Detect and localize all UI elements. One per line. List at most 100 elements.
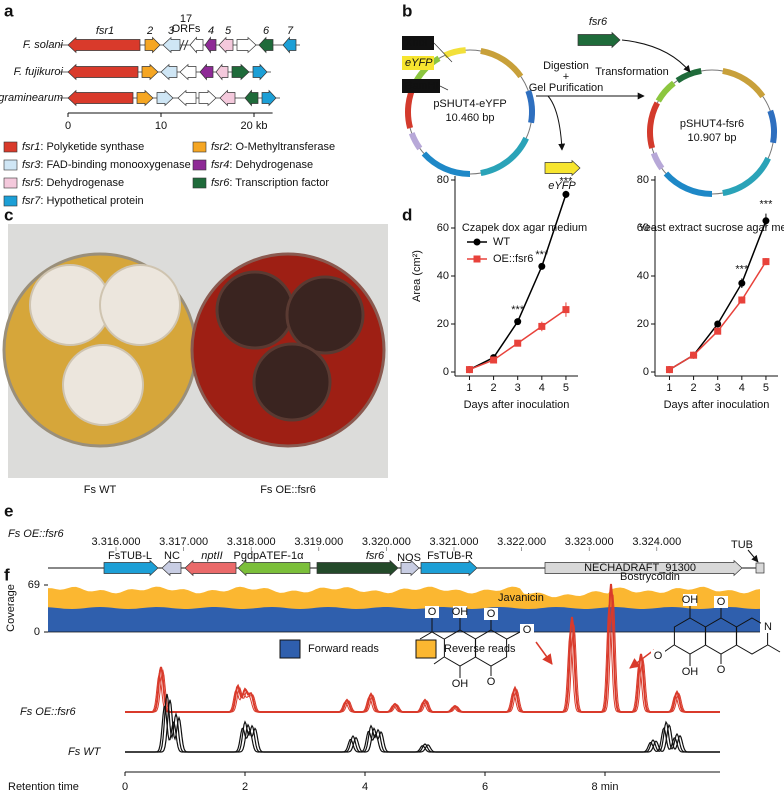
gene-arrow <box>577 31 621 49</box>
forward-coverage <box>48 607 760 632</box>
legend-desc: : Dehydrogenase <box>229 159 313 171</box>
gene-label: 7 <box>287 25 294 37</box>
x-tick-label: 5 <box>563 382 569 394</box>
feature-label: FsTUB-R <box>427 550 473 562</box>
gene-arrow <box>136 89 154 107</box>
atom-bg <box>453 678 467 690</box>
trace-label: Fs WT <box>68 746 102 758</box>
legend-label: fsr7: Hypothetical protein <box>22 195 144 207</box>
plasmid-feature <box>443 47 466 59</box>
plasmid-feature <box>480 47 524 79</box>
atom-bg <box>683 594 697 606</box>
chart-title: Czapek dox agar medium <box>462 222 587 234</box>
atom-bg <box>484 608 498 620</box>
panel-label: b <box>402 1 412 20</box>
data-point <box>562 190 570 198</box>
data-point <box>738 279 746 287</box>
legend-label: fsr4: Dehydrogenase <box>211 159 313 171</box>
atom-label: OH <box>452 678 469 690</box>
panel-label: a <box>4 1 14 20</box>
x-tick-label: 1 <box>466 382 472 394</box>
feature-arrow <box>544 559 743 577</box>
time-tick-label: 8 min <box>592 781 619 793</box>
gene-arrow <box>179 63 197 81</box>
plasmid-feature <box>525 89 535 124</box>
atom-label: OH <box>682 666 699 678</box>
x-tick-label: 1 <box>666 382 672 394</box>
legend-desc: : O-Methyltransferase <box>229 141 335 153</box>
coverage-tick-label: 0 <box>34 626 40 638</box>
legend-gene: fsr2 <box>211 141 229 153</box>
legend-marker <box>473 238 481 246</box>
atom-label: O <box>717 596 726 608</box>
y-tick-label: 80 <box>637 174 649 186</box>
gene-arrow <box>189 36 204 54</box>
plasmid-feature <box>421 151 471 177</box>
gene-arrow <box>215 63 229 81</box>
legend-swatch <box>192 177 207 189</box>
legend-gene: fsr5 <box>22 177 41 189</box>
legend-label: fsr3: FAD-binding monooxygenase <box>22 159 191 171</box>
feature-label: PgdpA <box>233 550 267 562</box>
gene-arrow <box>244 89 259 107</box>
gene-arrow <box>218 36 234 54</box>
legend-swatch <box>3 195 18 207</box>
atom-label: OH <box>452 606 469 618</box>
feature-label: NC <box>164 550 180 562</box>
time-tick-label: 2 <box>242 781 248 793</box>
legend-label: fsr2: O-Methyltransferase <box>211 141 335 153</box>
site-label: XhoI <box>405 37 428 49</box>
plasmid-name: pSHUT4-fsr6 <box>680 118 744 130</box>
atom-label: O <box>428 606 437 618</box>
gene-arrow <box>198 89 217 107</box>
gene-arrow <box>231 63 250 81</box>
gene-arrow <box>144 36 161 54</box>
coordinate-label: 3.322.000 <box>497 536 546 548</box>
coverage-title: Coverage <box>5 584 17 632</box>
feature-arrow <box>316 559 399 577</box>
x-tick-label: 3 <box>715 382 721 394</box>
legend-desc: : Transcription factor <box>229 177 329 189</box>
gene-arrow <box>219 89 236 107</box>
break-mark <box>179 39 185 51</box>
data-point <box>738 296 746 304</box>
coordinate-label: 3.319.000 <box>294 536 343 548</box>
gene-arrow <box>160 63 178 81</box>
colony <box>252 342 332 422</box>
panel-label: d <box>402 205 412 224</box>
orf-note: ORFs <box>172 23 201 35</box>
significance: *** <box>535 249 549 261</box>
species-label: F. fujikuroi <box>14 66 64 78</box>
atom-label: O <box>523 624 532 636</box>
legend-gene: fsr7 <box>22 195 41 207</box>
legend-desc: : Hypothetical protein <box>40 195 143 207</box>
legend-gene: fsr3 <box>22 159 41 171</box>
plasmid-feature <box>480 136 529 177</box>
data-point <box>514 318 522 326</box>
y-tick-label: 60 <box>437 222 449 234</box>
species-label: F. graminearum <box>0 92 63 104</box>
coverage-tick-label: 69 <box>28 579 40 591</box>
legend-label: fsr6: Transcription factor <box>211 177 329 189</box>
data-point <box>665 366 673 374</box>
insert-label: fsr6 <box>589 16 608 28</box>
chromatogram-trace <box>125 705 720 753</box>
feature-label: TUB <box>731 539 753 551</box>
gene-arrow <box>204 36 217 54</box>
legend-label: Forward reads <box>308 643 379 655</box>
plate-caption: Fs WT <box>84 484 117 496</box>
y-tick-label: 20 <box>437 318 449 330</box>
x-tick-label: 2 <box>691 382 697 394</box>
feature-arrow <box>420 559 478 577</box>
gene-arrow <box>177 89 197 107</box>
plasmid-feature <box>408 132 423 151</box>
legend-desc: : Polyketide synthase <box>40 141 144 153</box>
atom-bg <box>761 621 775 633</box>
y-tick-label: 0 <box>443 366 449 378</box>
time-axis-title: Retention time <box>8 781 79 793</box>
y-tick-label: 40 <box>637 270 649 282</box>
gene-arrow <box>67 63 139 81</box>
legend-swatch <box>415 639 437 659</box>
coordinate-label: 3.316.000 <box>92 536 141 548</box>
